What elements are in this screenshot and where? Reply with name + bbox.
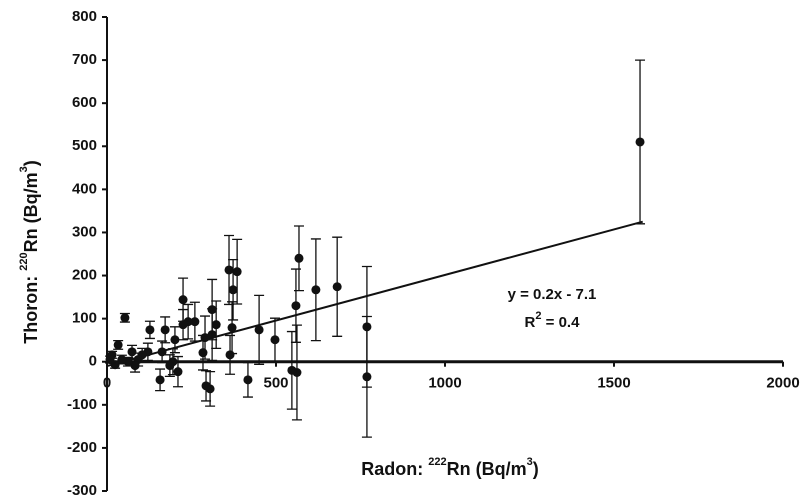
point	[211, 320, 221, 330]
point	[198, 348, 208, 358]
x-tick-label: 2000	[766, 375, 799, 392]
y-axis-title: Thoron: 220Rn (Bq/m3)	[18, 160, 41, 343]
point	[332, 282, 342, 292]
r-squared-part: R	[525, 314, 536, 331]
point	[178, 295, 188, 305]
point	[127, 347, 137, 357]
y-axis-title-part: Rn (Bq/m	[21, 172, 41, 252]
point	[254, 325, 264, 335]
trendline	[106, 220, 643, 368]
point	[294, 253, 304, 263]
point	[311, 285, 321, 295]
x-axis-title-part: )	[533, 459, 539, 479]
point	[291, 301, 301, 311]
x-tick-label: 500	[263, 375, 288, 392]
x-axis-title-part: Radon:	[361, 459, 428, 479]
point	[170, 335, 180, 345]
y-tick-label: -300	[67, 482, 97, 499]
equation: y = 0.2x - 7.1	[508, 286, 597, 303]
x-tick-label: 0	[103, 375, 111, 392]
r-squared-part: = 0.4	[542, 314, 581, 331]
x-axis-title-part: Rn (Bq/m	[447, 459, 527, 479]
y-tick-label: 300	[72, 223, 97, 240]
point	[362, 372, 372, 382]
point	[200, 333, 210, 343]
point	[270, 335, 280, 345]
x-tick-label: 1500	[597, 375, 630, 392]
x-tick-label: 1000	[428, 375, 461, 392]
y-axis-title-part: Thoron:	[21, 271, 41, 344]
point	[207, 305, 217, 315]
y-tick-label: 400	[72, 180, 97, 197]
r-squared-sup: 2	[535, 310, 541, 322]
y-tick-label: -200	[67, 439, 97, 456]
point	[227, 323, 237, 333]
point	[105, 355, 115, 365]
point	[287, 365, 297, 375]
point	[113, 340, 123, 350]
x-axis-title: Radon: 222Rn (Bq/m3)	[361, 456, 538, 479]
point	[201, 381, 211, 391]
point	[178, 320, 188, 330]
point	[225, 350, 235, 360]
point	[155, 375, 165, 385]
point	[243, 375, 253, 385]
y-axis-title-sup: 220	[18, 252, 30, 270]
point	[157, 347, 167, 357]
r-squared: R2 = 0.4	[525, 310, 581, 331]
y-axis-title-part: )	[21, 160, 41, 166]
point	[232, 267, 242, 277]
x-axis-title-sup: 3	[527, 456, 533, 468]
point	[130, 361, 140, 371]
x-axis-title-sup: 222	[428, 456, 446, 468]
y-tick-label: 700	[72, 51, 97, 68]
y-tick-label: 0	[89, 353, 97, 370]
y-tick-label: 100	[72, 310, 97, 327]
point	[165, 361, 175, 371]
y-axis-title-sup: 3	[18, 166, 30, 172]
y-tick-label: 800	[72, 8, 97, 25]
point	[160, 325, 170, 335]
y-tick-label: 600	[72, 94, 97, 111]
point	[173, 367, 183, 377]
y-tick-label: -100	[67, 396, 97, 413]
y-tick-label: 200	[72, 267, 97, 284]
point	[190, 317, 200, 327]
point	[120, 313, 130, 323]
point	[145, 325, 155, 335]
point	[635, 137, 645, 147]
y-tick-label: 500	[72, 137, 97, 154]
point	[224, 265, 234, 275]
point	[228, 285, 238, 295]
